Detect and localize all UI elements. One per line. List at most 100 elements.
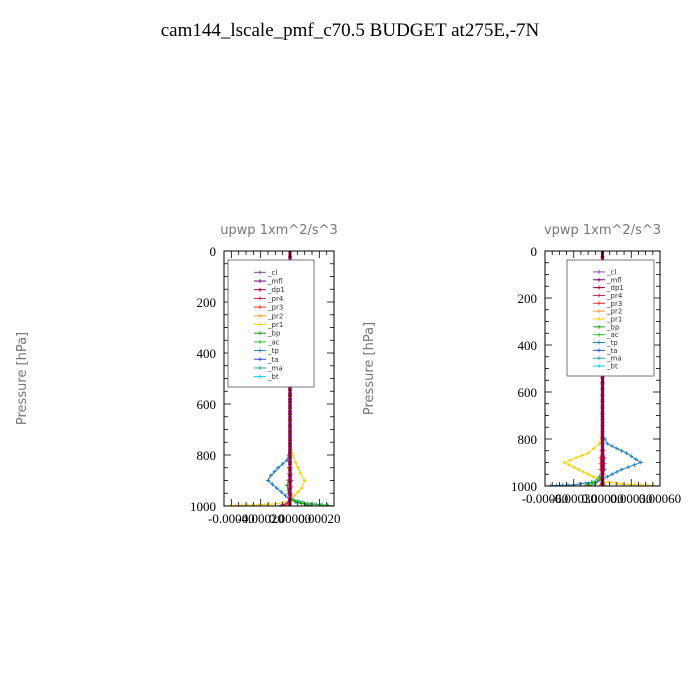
legend-entry: _tp — [254, 347, 279, 355]
legend-entry: _bt — [254, 373, 279, 381]
legend-label: _mfl — [267, 278, 283, 286]
legend-label: _pr3 — [267, 304, 283, 312]
legend-entry: _ac — [254, 338, 280, 346]
data-point — [574, 455, 579, 460]
y-tick-label: 200 — [518, 291, 538, 306]
data-point — [276, 465, 281, 470]
data-point — [304, 502, 309, 506]
data-point — [274, 486, 279, 491]
legend-marker — [597, 364, 601, 369]
data-point — [560, 483, 565, 486]
legend-marker — [258, 357, 262, 362]
x-tick-label: -0.00040 — [208, 511, 255, 526]
y-tick-label: 600 — [197, 397, 217, 412]
data-point — [296, 489, 301, 494]
data-point — [590, 474, 595, 479]
legend-entry: _ac — [593, 331, 619, 339]
legend-label: _pr3 — [606, 300, 622, 308]
legend-entry: _bp — [593, 323, 620, 331]
data-point — [566, 462, 571, 467]
legend-entry: _pr1 — [593, 316, 622, 324]
legend-entry: _tp — [593, 339, 618, 347]
legend-entry: _pr3 — [593, 300, 622, 308]
y-axis-label: Pressure [hPa] — [15, 332, 30, 425]
legend-label: _bt — [606, 363, 618, 371]
data-point — [325, 503, 330, 506]
legend-entry: _ta — [254, 356, 279, 364]
y-axis-label: Pressure [hPa] — [362, 322, 377, 415]
y-tick-label: 800 — [518, 432, 538, 447]
legend-marker — [258, 305, 262, 310]
data-point — [270, 482, 275, 487]
panel-title: upwp 1xm^2/s^3 — [220, 223, 338, 238]
y-tick-label: 200 — [197, 295, 217, 310]
legend-marker — [258, 339, 262, 344]
data-point — [614, 446, 619, 451]
legend-entry: _ta — [593, 347, 618, 355]
legend: _cl_mfl_dp1_pr4_pr3_pr2_pr1_bp_ac_tp_ta_… — [566, 259, 655, 377]
legend-label: _ma — [267, 364, 283, 372]
data-point — [562, 460, 567, 465]
legend-label: _bt — [267, 373, 279, 381]
data-point — [591, 446, 596, 451]
legend-entry: _bt — [593, 363, 618, 371]
data-point — [576, 467, 581, 472]
data-point — [580, 453, 585, 458]
chart-panel-2: 0 200 400 600 800 1000-0.00060-0.000300.00000… — [362, 223, 681, 506]
data-point — [268, 473, 273, 478]
legend-label: _ma — [606, 355, 622, 363]
data-point — [610, 472, 615, 477]
data-point — [632, 462, 637, 467]
legend-label: _pr1 — [606, 316, 622, 324]
legend-entry: _bp — [254, 330, 281, 338]
x-tick-label: 0.00000 — [581, 491, 623, 506]
y-tick-label: 0 — [210, 244, 217, 259]
y-tick-label: 1000 — [511, 479, 537, 494]
legend-entry: _ma — [593, 355, 622, 363]
data-point — [614, 469, 619, 474]
legend-marker — [597, 301, 601, 306]
data-point — [568, 458, 573, 463]
legend-marker — [597, 348, 601, 353]
data-point — [610, 444, 615, 449]
legend-marker — [597, 309, 601, 314]
legend-label: _cl — [606, 268, 616, 276]
legend-marker — [597, 277, 601, 282]
data-point — [266, 478, 270, 483]
legend-marker — [258, 331, 262, 336]
legend-marker — [597, 324, 601, 329]
legend-label: _pr4 — [267, 295, 284, 303]
data-point — [632, 482, 637, 486]
legend-entry: _pr2 — [593, 308, 622, 316]
data-point — [272, 469, 277, 474]
legend: _cl_mfl_dp1_pr4_pr3_pr2_pr1_bp_ac_tp_ta_… — [227, 259, 315, 388]
data-point — [619, 448, 624, 453]
data-point — [256, 502, 261, 506]
legend-entry: _cl — [593, 268, 616, 276]
data-point — [571, 465, 576, 470]
legend-label: _bp — [606, 323, 620, 331]
data-point — [619, 482, 624, 486]
legend-entry: _mfl — [254, 278, 283, 286]
y-tick-label: 600 — [518, 385, 538, 400]
legend-label: _pr4 — [606, 292, 623, 300]
legend-marker — [597, 293, 601, 298]
legend-label: _cl — [267, 269, 277, 277]
data-point — [619, 467, 624, 472]
legend-label: _ac — [606, 331, 619, 339]
legend-marker — [597, 332, 601, 337]
legend-label: _dp1 — [267, 286, 285, 294]
y-tick-label: 800 — [197, 448, 217, 463]
legend-entry: _pr2 — [254, 312, 283, 320]
legend-entry: _dp1 — [254, 286, 285, 294]
data-point — [586, 472, 591, 477]
legend-label: _pr2 — [606, 308, 622, 316]
data-point — [285, 458, 290, 463]
legend-marker — [597, 269, 601, 274]
data-point — [298, 470, 303, 475]
data-point — [280, 461, 285, 466]
data-point — [299, 486, 304, 491]
legend-entry: _pr3 — [254, 304, 283, 312]
legend-marker — [258, 374, 262, 379]
